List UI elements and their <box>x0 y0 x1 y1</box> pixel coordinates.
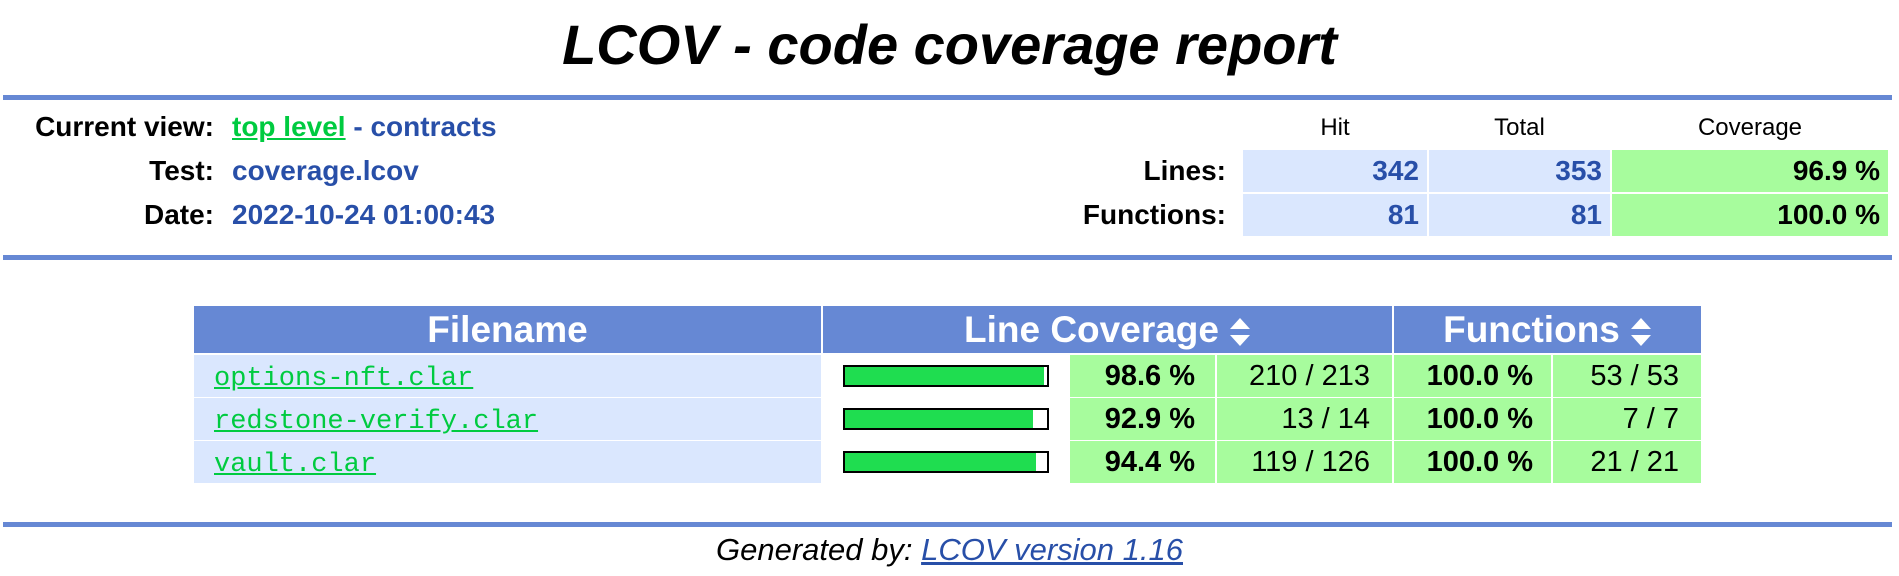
current-view-value: top level - contracts <box>232 107 497 147</box>
lines-label: Lines: <box>1143 155 1226 186</box>
date-value: 2022-10-24 01:00:43 <box>232 199 496 230</box>
line-coverage-column-header[interactable]: Line Coverage <box>823 306 1392 353</box>
summary-total-header: Total <box>1494 114 1545 141</box>
top-level-link[interactable]: top level <box>232 111 346 142</box>
function-coverage-percent: 100.0 % <box>1394 398 1551 440</box>
table-row-filename: redstone-verify.clar <box>194 398 821 440</box>
table-row-filename: options-nft.clar <box>194 355 821 397</box>
functions-coverage: 100.0 % <box>1612 194 1888 236</box>
sort-icon[interactable] <box>1229 317 1251 347</box>
footer-prefix: Generated by: <box>715 532 913 567</box>
lines-hit: 342 <box>1243 150 1427 192</box>
top-divider <box>3 95 1892 100</box>
summary-hit-header: Hit <box>1320 114 1350 141</box>
functions-label: Functions: <box>1082 199 1226 230</box>
line-coverage-percent: 98.6 % <box>1070 355 1215 397</box>
function-coverage-ratio: 53 / 53 <box>1553 355 1701 397</box>
functions-total: 81 <box>1429 194 1610 236</box>
functions-hit: 81 <box>1243 194 1427 236</box>
file-link[interactable]: redstone-verify.clar <box>214 407 539 437</box>
line-coverage-header-label: Line Coverage <box>964 309 1219 350</box>
filename-column-header: Filename <box>194 306 821 353</box>
line-coverage-percent: 92.9 % <box>1070 398 1215 440</box>
table-row-filename: vault.clar <box>194 441 821 483</box>
lcov-version-link[interactable]: LCOV version 1.16 <box>921 532 1183 567</box>
line-coverage-percent: 94.4 % <box>1070 441 1215 483</box>
date-label: Date: <box>143 199 214 230</box>
line-coverage-ratio: 210 / 213 <box>1217 355 1392 397</box>
coverage-bar-cell <box>823 398 1068 440</box>
functions-column-header[interactable]: Functions <box>1394 306 1701 353</box>
footer: Generated by: LCOV version 1.16 <box>0 530 1899 570</box>
coverage-bar <box>843 451 1049 473</box>
middle-divider <box>3 255 1892 260</box>
current-view-label: Current view: <box>35 111 214 142</box>
line-coverage-ratio: 119 / 126 <box>1217 441 1392 483</box>
line-coverage-ratio: 13 / 14 <box>1217 398 1392 440</box>
function-coverage-ratio: 21 / 21 <box>1553 441 1701 483</box>
lines-coverage: 96.9 % <box>1612 150 1888 192</box>
coverage-bar-fill <box>845 367 1045 385</box>
function-coverage-ratio: 7 / 7 <box>1553 398 1701 440</box>
current-directory: - contracts <box>353 111 497 142</box>
filename-header-label: Filename <box>427 309 588 350</box>
summary-coverage-header: Coverage <box>1697 114 1803 141</box>
file-link[interactable]: options-nft.clar <box>214 364 474 394</box>
coverage-bar-fill <box>845 410 1033 428</box>
sort-icon[interactable] <box>1630 317 1652 347</box>
bottom-divider <box>3 522 1892 527</box>
coverage-bar-fill <box>845 453 1036 471</box>
coverage-bar <box>843 408 1049 430</box>
test-value: coverage.lcov <box>232 155 419 186</box>
coverage-bar-cell <box>823 355 1068 397</box>
test-label: Test: <box>149 155 214 186</box>
function-coverage-percent: 100.0 % <box>1394 441 1551 483</box>
coverage-bar <box>843 365 1049 387</box>
file-link[interactable]: vault.clar <box>214 450 377 480</box>
lines-total: 353 <box>1429 150 1610 192</box>
functions-header-label: Functions <box>1443 309 1620 350</box>
page-title: LCOV - code coverage report <box>562 13 1337 76</box>
coverage-bar-cell <box>823 441 1068 483</box>
function-coverage-percent: 100.0 % <box>1394 355 1551 397</box>
